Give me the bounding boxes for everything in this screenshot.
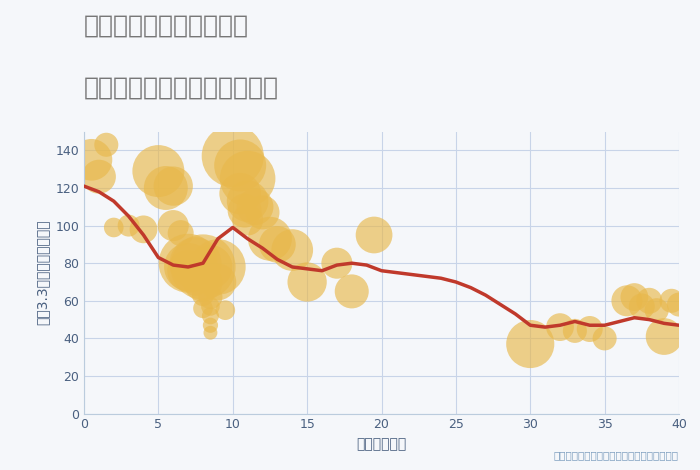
Point — [234, 162, 246, 169]
Point — [265, 235, 276, 243]
Point — [636, 303, 648, 310]
Point — [197, 305, 209, 312]
Y-axis label: 坪（3.3㎡）単価（万円）: 坪（3.3㎡）単価（万円） — [36, 220, 50, 325]
Point — [183, 259, 194, 267]
Point — [168, 182, 179, 190]
Point — [239, 207, 251, 214]
Point — [287, 246, 298, 254]
Text: 築年数別中古マンション価格: 築年数別中古マンション価格 — [84, 75, 279, 99]
Point — [205, 303, 216, 310]
X-axis label: 築年数（年）: 築年数（年） — [356, 437, 407, 451]
Point — [175, 229, 186, 237]
Point — [190, 280, 201, 288]
Point — [197, 263, 209, 271]
Point — [168, 222, 179, 229]
Point — [101, 141, 112, 149]
Point — [160, 184, 172, 192]
Text: 奈良県奈良市三条本町の: 奈良県奈良市三条本町の — [84, 14, 249, 38]
Point — [368, 231, 379, 239]
Point — [153, 167, 164, 175]
Point — [205, 321, 216, 329]
Point — [272, 241, 283, 248]
Point — [205, 329, 216, 337]
Point — [242, 175, 253, 182]
Point — [108, 224, 119, 231]
Point — [183, 267, 194, 274]
Point — [234, 190, 246, 197]
Point — [197, 291, 209, 299]
Point — [205, 312, 216, 320]
Point — [622, 297, 633, 305]
Point — [644, 297, 655, 305]
Text: 円の大きさは、取引のあった物件面積を示す: 円の大きさは、取引のあった物件面積を示す — [554, 450, 679, 460]
Point — [629, 293, 640, 301]
Point — [123, 222, 134, 229]
Point — [190, 259, 201, 267]
Point — [227, 152, 238, 160]
Point — [86, 156, 97, 164]
Point — [525, 340, 536, 348]
Point — [205, 263, 216, 271]
Point — [302, 278, 313, 286]
Point — [554, 323, 566, 331]
Point — [242, 216, 253, 224]
Point — [599, 335, 610, 342]
Point — [651, 306, 662, 314]
Point — [197, 278, 209, 286]
Point — [93, 173, 104, 180]
Point — [584, 325, 595, 333]
Point — [220, 306, 231, 314]
Point — [138, 226, 149, 233]
Point — [242, 197, 253, 205]
Point — [190, 271, 201, 278]
Point — [205, 293, 216, 301]
Point — [666, 297, 677, 305]
Point — [249, 203, 260, 211]
Point — [659, 333, 670, 340]
Point — [183, 263, 194, 271]
Point — [257, 209, 268, 216]
Point — [212, 278, 223, 286]
Point — [346, 288, 357, 295]
Point — [569, 327, 580, 335]
Point — [673, 301, 685, 308]
Point — [212, 263, 223, 271]
Point — [331, 259, 342, 267]
